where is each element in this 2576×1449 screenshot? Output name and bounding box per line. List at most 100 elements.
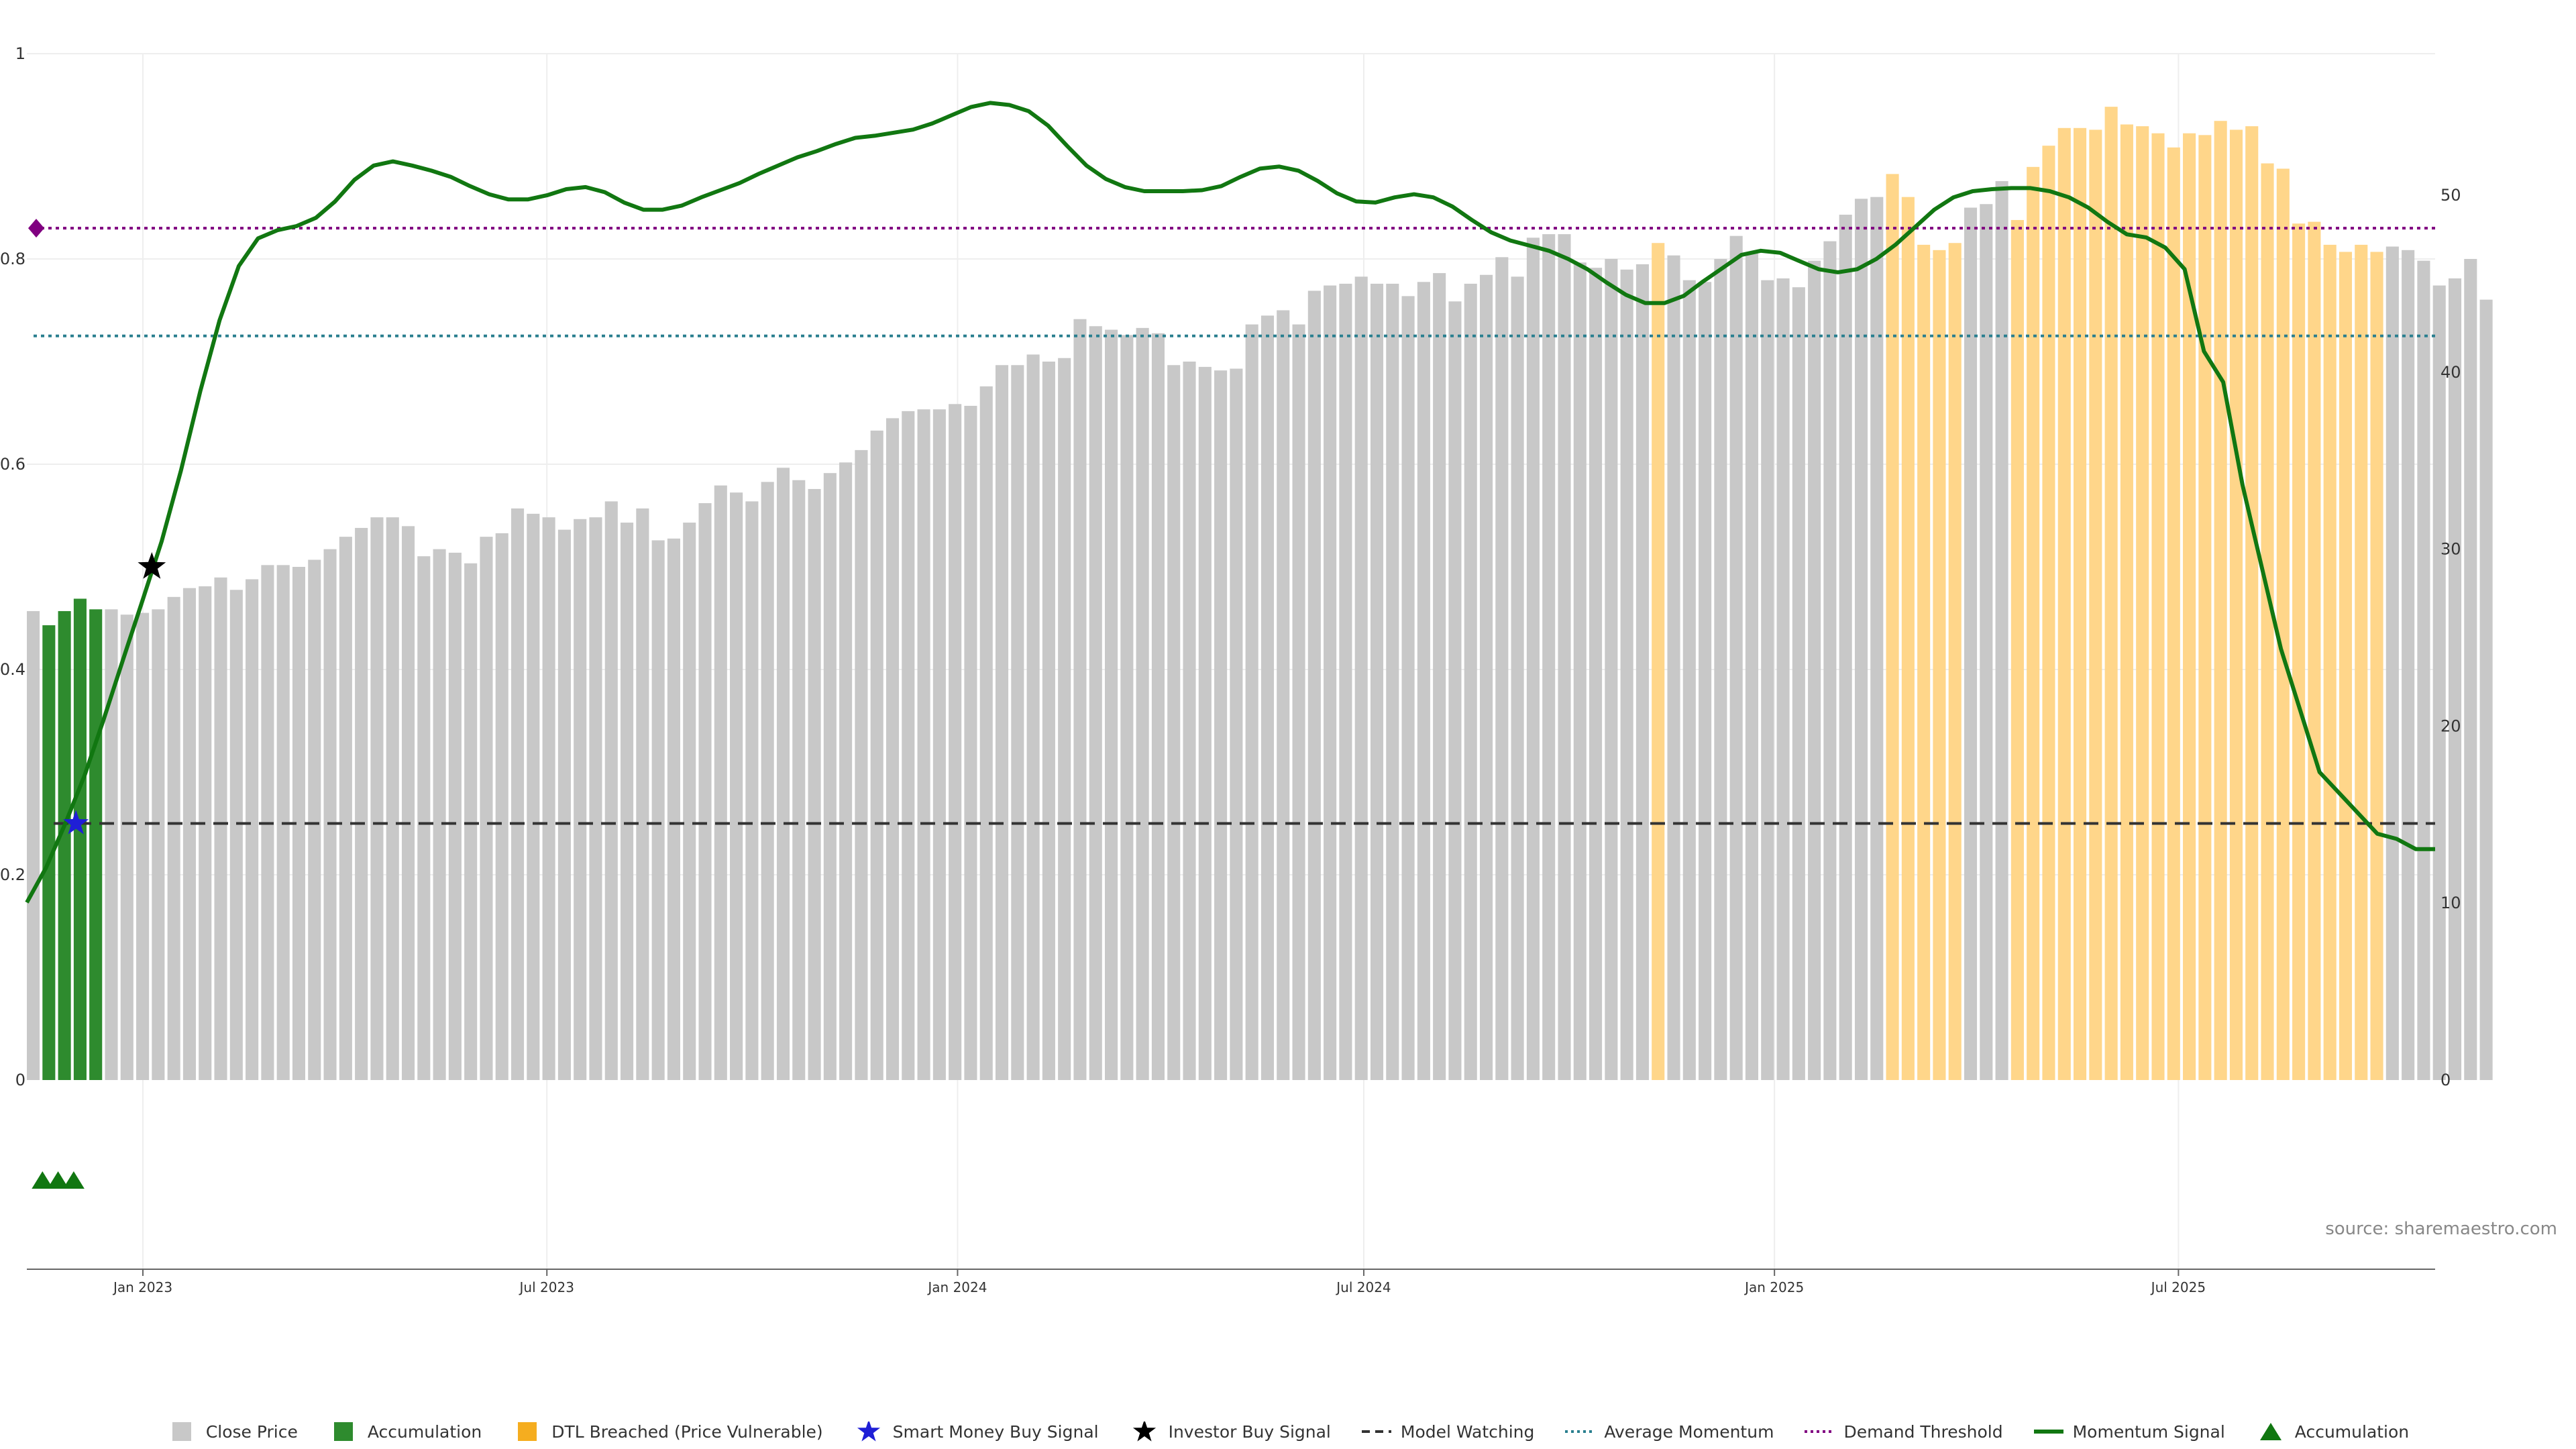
price-bar: [1198, 366, 1212, 1080]
price-bar: [636, 508, 649, 1080]
price-bar: [42, 625, 56, 1080]
legend-label: Accumulation: [367, 1421, 482, 1442]
price-bar: [2370, 252, 2383, 1081]
price-bar: [1183, 362, 1196, 1080]
price-bar: [2151, 133, 2165, 1080]
price-bar: [401, 526, 415, 1080]
x-tick-label: Jan 2025: [1743, 1279, 1804, 1295]
price-bar: [964, 405, 977, 1080]
star-blue-icon: [854, 1421, 883, 1442]
price-bar: [1542, 234, 1556, 1080]
legend-item: Model Watching: [1361, 1421, 1535, 1442]
price-bar: [1854, 199, 1868, 1081]
price-bar: [1682, 280, 1696, 1081]
legend-item: DTL Breached (Price Vulnerable): [513, 1421, 823, 1442]
price-bar: [1307, 290, 1321, 1080]
y-left-tick-label: 0.6: [0, 455, 25, 474]
y-left-tick-label: 0.8: [0, 250, 25, 268]
star-black-icon: [1130, 1421, 1159, 1442]
price-bar: [1776, 278, 1790, 1081]
x-tick-label: Jul 2024: [1335, 1279, 1391, 1295]
price-bar: [2479, 299, 2493, 1081]
price-bar: [1605, 259, 1618, 1080]
price-bar: [932, 409, 946, 1080]
accumulation-marker: [62, 1171, 85, 1189]
price-bar: [1417, 282, 1430, 1080]
price-bar: [792, 480, 806, 1080]
price-bar: [1917, 244, 1931, 1081]
y-right-tick-label: 10: [2440, 894, 2461, 912]
y-right-tick-label: 20: [2440, 716, 2461, 735]
price-bar: [1792, 287, 1805, 1080]
legend-item: Accumulation: [2256, 1421, 2409, 1442]
price-bar: [902, 411, 915, 1080]
price-bars: [27, 107, 2493, 1081]
price-bar: [574, 519, 587, 1080]
price-bar: [2323, 244, 2337, 1081]
smart-money-buy-marker: [63, 810, 89, 835]
price-bar: [1058, 358, 1071, 1080]
line-green-icon: [2033, 1421, 2063, 1442]
price-bar: [1089, 326, 1102, 1080]
price-bar: [1042, 362, 1055, 1080]
chart-legend: Close Price Accumulation DTL Breached (Pri…: [0, 1417, 2576, 1446]
price-bar: [229, 590, 243, 1080]
x-tick-label: Jan 2024: [926, 1279, 987, 1295]
price-bar: [199, 586, 212, 1080]
price-bar: [949, 404, 962, 1080]
price-bar: [1136, 327, 1149, 1081]
price-bar: [1808, 260, 1821, 1080]
price-bar: [246, 579, 259, 1080]
price-bar: [823, 473, 837, 1080]
momentum-signal-series: [25, 101, 2435, 904]
price-bar: [1260, 315, 1275, 1080]
legend-item: Investor Buy Signal: [1130, 1421, 1331, 1442]
price-bar: [808, 488, 821, 1080]
price-bar: [58, 610, 71, 1080]
legend-label: Momentum Signal: [2072, 1421, 2225, 1442]
price-bar: [214, 577, 227, 1080]
legend-label: Average Momentum: [1604, 1421, 1774, 1442]
price-bar: [1573, 262, 1587, 1080]
price-bar: [667, 538, 680, 1080]
price-bar: [2136, 126, 2149, 1081]
price-bar: [1479, 274, 1493, 1080]
price-bar: [2464, 259, 2477, 1080]
price-bar: [105, 609, 118, 1080]
price-bar: [2339, 252, 2353, 1081]
price-bar: [2120, 124, 2133, 1081]
price-bar: [2183, 133, 2196, 1080]
price-bar: [1667, 255, 1680, 1081]
x-tick-label: Jul 2025: [2150, 1279, 2206, 1295]
price-bar: [589, 517, 602, 1080]
demand-threshold-marker: [28, 219, 44, 238]
price-bar: [917, 409, 930, 1080]
price-bar: [1011, 365, 1024, 1080]
y-right-tick-label: 40: [2440, 363, 2461, 382]
price-bar: [2074, 127, 2087, 1081]
price-bar: [448, 552, 462, 1080]
price-bar: [2057, 127, 2071, 1081]
price-bar: [370, 517, 384, 1080]
price-bar: [511, 508, 525, 1080]
legend-label: Investor Buy Signal: [1168, 1421, 1331, 1442]
price-bar: [1745, 254, 1759, 1081]
legend-label: Model Watching: [1400, 1421, 1535, 1442]
price-bar: [1980, 204, 1993, 1081]
price-bar: [2385, 246, 2399, 1081]
price-bar: [2417, 260, 2430, 1080]
price-bar: [557, 529, 571, 1080]
price-bar: [2261, 163, 2274, 1080]
price-bar: [1635, 264, 1649, 1080]
legend-item: Close Price: [167, 1421, 298, 1442]
legend-label: Smart Money Buy Signal: [892, 1421, 1099, 1442]
price-bar: [1277, 310, 1290, 1080]
price-bar: [27, 610, 40, 1080]
price-bar: [1495, 257, 1509, 1080]
price-bar: [698, 503, 712, 1080]
price-bar: [2229, 129, 2243, 1080]
price-bar: [339, 537, 352, 1080]
price-bar: [621, 523, 634, 1080]
price-bar: [2402, 250, 2415, 1081]
